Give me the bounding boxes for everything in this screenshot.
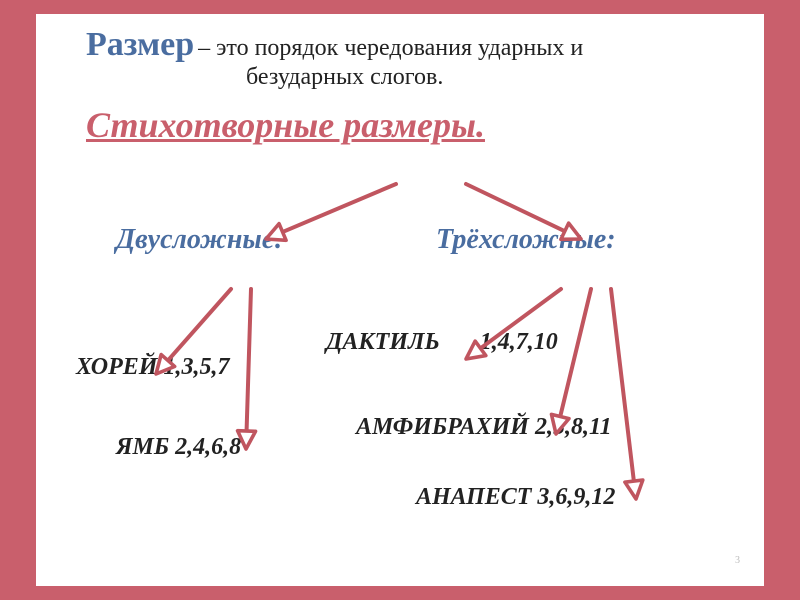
page-number: 3 (735, 555, 740, 566)
leaf-amfibrakhiy: АМФИБРАХИЙ 2,5,8,11 (356, 414, 612, 441)
slide-outer: Размер – это порядок чередования ударных… (0, 0, 800, 600)
subtitle: Стихотворные размеры. (86, 104, 485, 146)
leaf-daktil: ДАКТИЛЬ 1,4,7,10 (326, 329, 558, 356)
title-line-1: Размер – это порядок чередования ударных… (86, 26, 583, 64)
title-rest-1: – это порядок чередования ударных и (198, 35, 583, 61)
title-rest-2: безударных слогов. (246, 64, 443, 90)
leaf-yamb: ЯМБ 2,4,6,8 (116, 434, 241, 461)
slide-inner: Размер – это порядок чередования ударных… (36, 14, 764, 586)
category-left: Двусложные: (116, 224, 284, 256)
leaf-daktil-name: ДАКТИЛЬ (326, 329, 440, 355)
title-line-2: безударных слогов. (246, 64, 443, 91)
leaf-daktil-nums: 1,4,7,10 (480, 329, 558, 355)
leaf-anapest: АНАПЕСТ 3,6,9,12 (416, 484, 615, 511)
category-right: Трёхсложные: (436, 224, 616, 256)
leaf-khorei: ХОРЕЙ 1,3,5,7 (76, 354, 229, 381)
arrows-layer (36, 14, 764, 586)
title-word: Размер (86, 26, 194, 63)
